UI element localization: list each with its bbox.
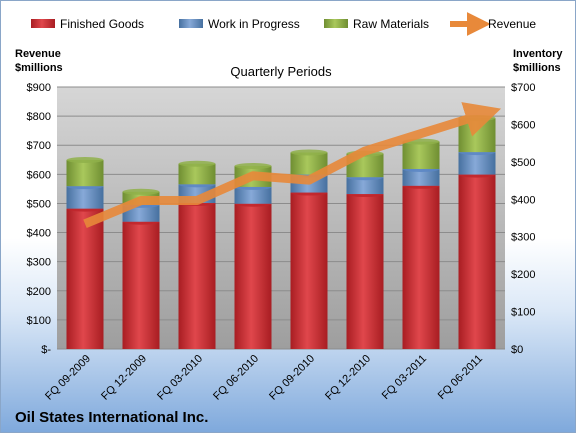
x-axis-tick-label: FQ 09-2009 — [43, 353, 93, 403]
right-axis-tick-label: $700 — [511, 82, 535, 94]
left-axis-tick-label: $- — [41, 344, 51, 356]
bar-finished-goods — [122, 221, 160, 349]
bar-work-in-progress — [66, 186, 104, 209]
bar-raw-materials — [290, 152, 328, 175]
legend-label-raw-materials: Raw Materials — [353, 17, 429, 31]
left-axis-title-line2: $millions — [15, 62, 63, 74]
left-axis-tick-label: $900 — [27, 82, 51, 94]
left-axis-tick-label: $500 — [27, 198, 51, 210]
bar-finished-goods — [290, 192, 328, 349]
bar-finished-goods — [402, 185, 440, 349]
bar-finished-goods — [234, 203, 272, 349]
bar-work-in-progress — [234, 186, 272, 204]
x-axis-tick-label: FQ 06-2011 — [436, 353, 485, 402]
left-axis-tick-label: $800 — [27, 111, 51, 123]
legend-label-finished-goods: Finished Goods — [60, 17, 144, 31]
right-axis-tick-label: $0 — [511, 344, 523, 356]
company-name: Oil States International Inc. — [15, 409, 208, 426]
left-axis-tick-label: $100 — [27, 315, 51, 327]
bar-cap-raw-materials — [290, 149, 328, 156]
right-axis-tick-label: $100 — [511, 307, 535, 319]
legend-label-revenue: Revenue — [488, 17, 536, 31]
bar-finished-goods — [346, 194, 384, 349]
x-axis-tick-label: FQ 09-2010 — [267, 353, 317, 403]
right-axis-tick-label: $600 — [511, 119, 535, 131]
left-axis-tick-label: $600 — [27, 169, 51, 181]
right-axis-title-line2: $millions — [513, 62, 561, 74]
bar-cap-raw-materials — [66, 156, 104, 163]
legend-label-work-in-progress: Work in Progress — [208, 17, 300, 31]
x-axis-tick-label: FQ 03-2010 — [155, 353, 205, 403]
right-axis-tick-label: $400 — [511, 194, 535, 206]
bar-cap-raw-materials — [122, 188, 160, 195]
bar-work-in-progress — [346, 177, 384, 195]
legend-swatch-raw-materials — [324, 19, 348, 28]
legend-swatch-work-in-progress — [179, 19, 203, 28]
x-axis-tick-label: FQ 12-2010 — [323, 353, 373, 403]
bar-cap-raw-materials — [234, 162, 272, 169]
x-axis-tick-label: FQ 12-2009 — [99, 353, 149, 403]
bar-finished-goods — [66, 208, 104, 349]
left-axis-tick-label: $200 — [27, 286, 51, 298]
right-axis-title-line1: Inventory — [513, 48, 563, 60]
left-axis-title-line1: Revenue — [15, 48, 61, 60]
bar-work-in-progress — [402, 168, 440, 186]
bar-raw-materials — [178, 163, 216, 185]
bar-finished-goods — [458, 174, 496, 349]
x-axis-tick-label: FQ 03-2011 — [380, 353, 429, 402]
left-axis-tick-label: $700 — [27, 140, 51, 152]
right-axis-tick-label: $300 — [511, 232, 535, 244]
right-axis-tick-label: $200 — [511, 269, 535, 281]
right-axis-tick-label: $500 — [511, 157, 535, 169]
revenue-line — [83, 102, 502, 228]
bar-work-in-progress — [458, 152, 496, 175]
bar-raw-materials — [402, 141, 440, 169]
bar-finished-goods — [178, 203, 216, 349]
left-axis-tick-label: $300 — [27, 257, 51, 269]
legend-swatch-finished-goods — [31, 19, 55, 28]
x-axis-tick-label: FQ 06-2010 — [211, 353, 261, 403]
chart-subtitle: Quarterly Periods — [230, 64, 332, 79]
left-axis-tick-label: $400 — [27, 228, 51, 240]
bar-raw-materials — [66, 159, 104, 187]
bar-cap-raw-materials — [178, 160, 216, 167]
